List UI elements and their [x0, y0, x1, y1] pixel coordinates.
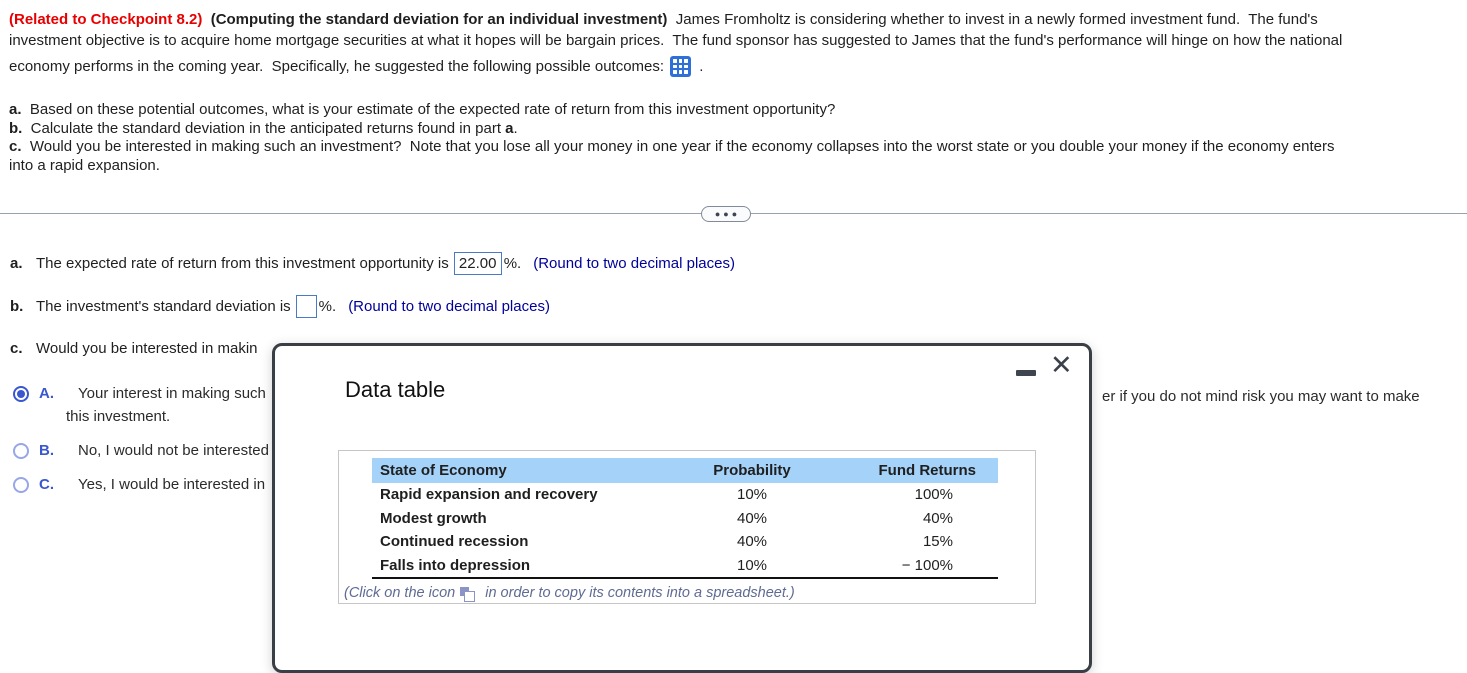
- table-row: Falls into depression 10% − 100%: [372, 554, 998, 578]
- cell-probability: 40%: [736, 533, 768, 551]
- question-c-line-2: into a rapid expansion.: [9, 156, 160, 174]
- choice-c-text: Yes, I would be interested in: [78, 476, 266, 493]
- cell-fund-return: − 100%: [901, 556, 953, 574]
- header-probability: Probability: [713, 462, 791, 479]
- data-table-dialog: Data table ✕ State of Economy Probabilit…: [272, 343, 1092, 673]
- header-fund-returns: Fund Returns: [878, 462, 977, 479]
- choice-a-radio[interactable]: [13, 385, 29, 402]
- answer-a-letter: a.: [10, 255, 23, 272]
- topic-label: (Computing the standard deviation for an…: [202, 11, 668, 28]
- close-icon[interactable]: ✕: [1050, 350, 1073, 380]
- table-header-row: State of Economy Probability Fund Return…: [372, 458, 998, 483]
- choice-b: B. No, I would not be interested: [13, 442, 269, 459]
- choice-c: C. Yes, I would be interested in: [13, 476, 265, 493]
- caption-before: (Click on the icon: [344, 585, 456, 601]
- minimize-icon[interactable]: [1016, 370, 1036, 376]
- answer-row-c: c. Would you be interested in makin: [10, 340, 258, 357]
- problem-line-1-text: James Fromholtz is considering whether t…: [667, 11, 1318, 28]
- cell-state: Modest growth: [380, 509, 487, 527]
- table-row: Rapid expansion and recovery 10% 100%: [372, 483, 998, 507]
- cell-state: Rapid expansion and recovery: [380, 486, 598, 504]
- cell-probability: 10%: [736, 556, 768, 574]
- choice-c-letter: C.: [39, 476, 54, 493]
- question-b-text-after: .: [513, 119, 518, 137]
- choice-a: A. Your interest in making such: [13, 385, 266, 402]
- problem-statement: (Related to Checkpoint 8.2) (Computing t…: [9, 9, 1461, 77]
- answer-b-label: The investment's standard deviation is: [36, 298, 291, 315]
- cell-probability: 40%: [736, 509, 768, 527]
- question-a: a. Based on these potential outcomes, wh…: [9, 101, 1334, 120]
- cell-state: Continued recession: [380, 533, 529, 551]
- divider-toggle-button[interactable]: ●●●: [701, 206, 751, 222]
- question-c-letter: c.: [9, 138, 22, 155]
- choice-b-letter: B.: [39, 442, 54, 459]
- table-row: Continued recession 40% 15%: [372, 530, 998, 554]
- problem-line-1: (Related to Checkpoint 8.2) (Computing t…: [9, 9, 1461, 30]
- question-a-text: Based on these potential outcomes, what …: [21, 101, 836, 118]
- answer-a-percent: %.: [503, 255, 522, 272]
- answer-c-letter: c.: [10, 340, 23, 357]
- choice-a-text: Your interest in making such: [78, 385, 266, 402]
- answer-b-percent: %.: [318, 298, 337, 315]
- answer-row-b: b. The investment's standard deviation is…: [10, 295, 550, 318]
- question-b: b. Calculate the standard deviation in t…: [9, 120, 1334, 139]
- answer-c-text: Would you be interested in makin: [36, 340, 258, 357]
- data-table-container: State of Economy Probability Fund Return…: [338, 450, 1036, 604]
- std-deviation-input[interactable]: [295, 295, 317, 318]
- problem-line-3-text: economy performs in the coming year. Spe…: [9, 58, 665, 75]
- cell-state: Falls into depression: [380, 556, 531, 574]
- choice-a-text-line-2: this investment.: [66, 408, 171, 425]
- choice-b-text: No, I would not be interested: [78, 442, 269, 459]
- expected-return-input[interactable]: [453, 252, 502, 275]
- answer-b-letter: b.: [10, 298, 24, 315]
- cell-fund-return: 100%: [914, 486, 953, 504]
- choice-c-radio[interactable]: [13, 476, 29, 493]
- data-table-icon[interactable]: [670, 56, 692, 77]
- problem-line-3: economy performs in the coming year. Spe…: [9, 56, 1461, 77]
- answer-row-a: a. The expected rate of return from this …: [10, 252, 735, 275]
- copy-icon[interactable]: [460, 586, 476, 602]
- question-b-text: Calculate the standard deviation in the …: [22, 119, 506, 137]
- table-bottom-rule: [372, 577, 998, 579]
- choice-b-radio[interactable]: [13, 442, 29, 459]
- answer-a-label: The expected rate of return from this in…: [36, 255, 449, 272]
- header-state-of-economy: State of Economy: [380, 462, 507, 479]
- problem-line-3-after: .: [695, 58, 704, 75]
- answer-b-hint: (Round to two decimal places): [348, 298, 550, 315]
- cell-probability: 10%: [736, 486, 768, 504]
- question-a-letter: a.: [9, 101, 22, 118]
- answer-a-hint: (Round to two decimal places): [533, 255, 735, 272]
- question-c-text: Would you be interested in making such a…: [21, 138, 1335, 155]
- choice-a-letter: A.: [39, 385, 54, 402]
- question-b-letter: b.: [9, 119, 23, 137]
- table-row: Modest growth 40% 40%: [372, 507, 998, 531]
- question-b-ref: a: [505, 119, 514, 137]
- question-c-line-1: c. Would you be interested in making suc…: [9, 138, 1334, 157]
- cell-fund-return: 40%: [922, 509, 953, 527]
- cell-fund-return: 15%: [922, 533, 953, 551]
- checkpoint-label: (Related to Checkpoint 8.2): [9, 11, 203, 28]
- dialog-title: Data table: [345, 377, 446, 402]
- choice-a-text-overflow: er if you do not mind risk you may want …: [1102, 388, 1420, 405]
- caption-after: in order to copy its contents into a spr…: [481, 585, 795, 601]
- table-caption: (Click on the icon in order to copy its …: [344, 585, 1035, 602]
- problem-line-2: investment objective is to acquire home …: [9, 32, 1343, 49]
- question-list: a. Based on these potential outcomes, wh…: [9, 101, 1334, 175]
